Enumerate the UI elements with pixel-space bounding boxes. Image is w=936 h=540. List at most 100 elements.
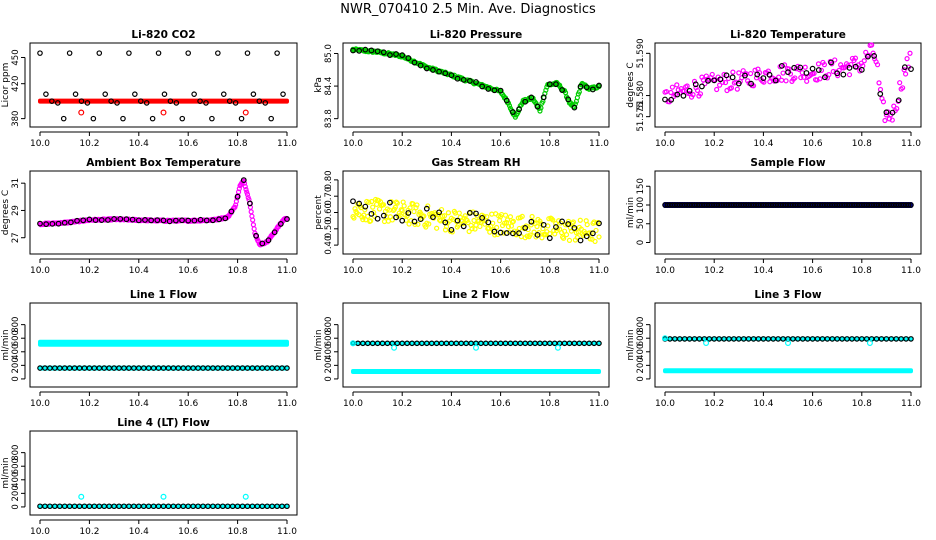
data-point xyxy=(442,70,449,77)
data-point xyxy=(466,78,473,84)
data-point xyxy=(516,230,522,237)
data-point xyxy=(356,200,363,207)
y-tick-label: 400 xyxy=(636,344,646,360)
data-point xyxy=(60,115,67,122)
data-point xyxy=(473,79,479,85)
data-point xyxy=(259,240,266,247)
y-axis-label: degrees C xyxy=(626,62,636,107)
data-point xyxy=(154,217,161,224)
data-point xyxy=(507,214,514,220)
y-axis-label: degrees C xyxy=(1,190,11,235)
data-point xyxy=(149,115,156,122)
data-point xyxy=(216,216,222,223)
data-point xyxy=(877,86,884,93)
data-point xyxy=(540,94,547,101)
data-point xyxy=(575,229,581,235)
data-point xyxy=(425,203,431,209)
data-point xyxy=(742,72,748,79)
data-point xyxy=(760,75,767,82)
data-point xyxy=(717,82,723,88)
data-point xyxy=(753,75,760,81)
data-point xyxy=(368,210,375,217)
data-point xyxy=(86,216,93,223)
data-point xyxy=(571,225,578,231)
data-point xyxy=(360,216,366,223)
data-point xyxy=(111,216,117,222)
data-point xyxy=(203,217,210,224)
y-tick-label: 83.8 xyxy=(324,109,334,128)
x-tick-label: 11.0 xyxy=(901,399,921,409)
data-point xyxy=(519,213,525,219)
y-tick-label: 200 xyxy=(11,357,21,373)
data-point xyxy=(491,228,498,235)
data-point xyxy=(571,104,578,111)
data-point xyxy=(723,72,730,79)
chart-panel-5: Gas Stream RH 10.0 10.2 10.4 10.6 10.8 11.0 0.4… xyxy=(314,157,610,276)
series-pressure-black xyxy=(350,46,602,115)
data-point xyxy=(448,72,455,79)
data-point xyxy=(401,203,407,209)
y-tick-label: 800 xyxy=(11,317,21,333)
series-line3-cyan-outliers xyxy=(661,335,873,346)
data-point xyxy=(445,210,452,216)
y-axis-label: ml/min xyxy=(626,197,636,228)
data-point xyxy=(772,77,779,84)
data-point xyxy=(167,98,174,104)
data-point xyxy=(434,225,440,231)
data-point xyxy=(78,109,85,116)
data-point xyxy=(686,87,693,94)
series-line4-cyan-outliers xyxy=(78,493,249,500)
data-point xyxy=(866,52,872,58)
data-point xyxy=(469,226,475,232)
data-point xyxy=(534,223,540,230)
data-point xyxy=(160,217,167,224)
data-point xyxy=(352,206,358,212)
data-point xyxy=(96,50,103,56)
chart-title: Li-820 CO2 xyxy=(131,29,195,41)
data-point xyxy=(846,64,853,71)
data-point xyxy=(185,50,192,56)
data-point xyxy=(247,200,253,207)
chart-title: Ambient Box Temperature xyxy=(86,157,241,169)
x-tick-label: 10.2 xyxy=(392,399,412,409)
data-point xyxy=(72,91,79,97)
series-temp-black xyxy=(662,53,914,116)
y-tick-label: 85.0 xyxy=(324,44,334,63)
data-point xyxy=(497,218,503,224)
data-point xyxy=(901,64,908,71)
data-point xyxy=(798,74,804,81)
data-point xyxy=(510,218,516,224)
data-point xyxy=(84,100,91,106)
y-tick-label: 800 xyxy=(11,445,21,461)
x-tick-label: 10.2 xyxy=(704,399,724,409)
plot-frame xyxy=(342,42,610,128)
data-point xyxy=(268,115,274,122)
data-point xyxy=(797,64,804,71)
data-point xyxy=(234,193,241,200)
data-point xyxy=(828,59,834,66)
series-box-temp-dense xyxy=(37,178,290,248)
data-point xyxy=(417,62,424,69)
x-tick-label: 10.8 xyxy=(852,266,872,276)
data-point xyxy=(454,75,461,82)
data-point xyxy=(55,220,62,227)
data-point xyxy=(589,230,596,237)
data-point xyxy=(907,50,913,56)
data-point xyxy=(874,62,881,68)
series-rh-black xyxy=(350,198,602,244)
data-point xyxy=(537,218,543,224)
plot-frame xyxy=(29,430,298,516)
data-point xyxy=(779,77,785,83)
data-point xyxy=(351,215,357,221)
data-point xyxy=(583,84,590,91)
data-point xyxy=(399,207,405,214)
y-tick-label: 51.590 xyxy=(636,38,646,68)
data-point xyxy=(66,50,73,56)
data-point xyxy=(250,91,257,97)
data-point xyxy=(711,77,718,84)
data-point xyxy=(584,221,590,228)
data-point xyxy=(421,213,427,219)
data-point xyxy=(785,69,791,76)
data-point xyxy=(43,221,50,228)
data-point xyxy=(436,209,443,216)
